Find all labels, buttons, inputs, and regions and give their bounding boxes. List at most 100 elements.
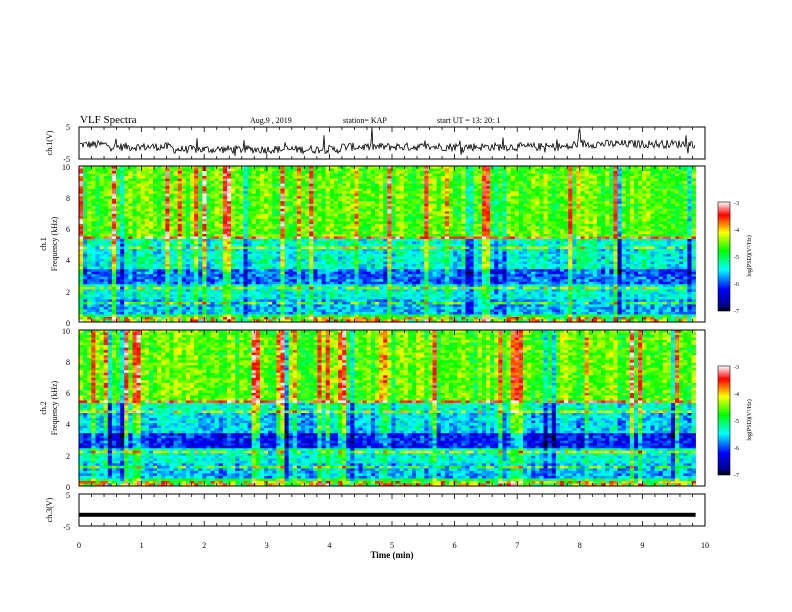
spectrogram-cell: [518, 196, 524, 200]
date-label: Aug.9 , 2019: [250, 116, 292, 125]
spectrogram-cell: [444, 186, 450, 189]
spectrogram-cell: [342, 211, 347, 215]
spectrogram-cell: [284, 206, 289, 210]
spectrogram-cell: [596, 203, 602, 207]
spectrogram-cell: [235, 211, 240, 215]
spectrogram-cell: [124, 238, 129, 242]
spectrogram-cell: [444, 238, 450, 242]
spectrogram-cell: [506, 166, 511, 169]
spectrogram-cell: [284, 213, 289, 217]
spectrogram-cell: [551, 211, 557, 215]
spectrogram-cell: [214, 181, 220, 184]
spectrogram-cell: [111, 191, 117, 194]
spectrogram-cell: [469, 213, 474, 217]
spectrogram-cell: [407, 241, 413, 245]
spectrogram-cell: [144, 203, 150, 207]
spectrogram-cell: [592, 186, 598, 189]
spectrogram-cell: [453, 231, 458, 235]
spectrogram-cell: [683, 228, 688, 232]
spectrogram-cell: [613, 183, 618, 187]
spectrogram-cell: [140, 221, 146, 225]
spectrogram-cell: [255, 221, 261, 225]
spectrogram-cell: [625, 191, 631, 194]
spectrogram-cell: [629, 221, 635, 225]
spectrogram-cell: [416, 168, 421, 172]
spectrogram-cell: [120, 183, 125, 187]
spectrogram-cell: [280, 246, 285, 250]
spectrogram-cell: [502, 196, 507, 200]
spectrogram-cell: [481, 228, 487, 232]
spectrogram-cell: [136, 216, 141, 220]
spectrogram-cell: [654, 236, 659, 240]
spectrogram-cell: [485, 178, 491, 182]
spectrogram-cell: [469, 218, 474, 222]
spectrogram-cell: [477, 168, 483, 172]
spectrogram-cell: [498, 221, 503, 225]
spectrogram-cell: [235, 188, 240, 192]
spectrogram-cell: [592, 188, 598, 192]
spectrogram-cell: [140, 166, 146, 169]
spectrogram-cell: [477, 236, 483, 240]
spectrogram-cell: [296, 188, 302, 192]
spectrogram-cell: [654, 213, 659, 217]
spectrogram-cell: [210, 178, 215, 182]
spectrogram-cell: [522, 203, 528, 207]
spectrogram-cell: [506, 206, 511, 210]
spectrogram-cell: [518, 233, 524, 237]
spectrogram-cell: [107, 246, 113, 250]
spectrogram-cell: [374, 193, 380, 197]
spectrogram-cell: [555, 221, 561, 225]
spectrogram-cell: [379, 196, 384, 200]
spectrogram-cell: [580, 221, 585, 225]
spectrogram-cell: [268, 201, 273, 205]
spectrogram-cell: [432, 201, 437, 205]
spectrogram-cell: [428, 183, 433, 187]
spectrogram-cell: [679, 228, 684, 232]
spectrogram-cell: [477, 201, 483, 205]
spectrogram-cell: [148, 171, 154, 174]
spectrogram-cell: [342, 218, 347, 222]
spectrogram-cell: [494, 168, 499, 172]
spectrogram-cell: [99, 228, 104, 232]
spectrogram-cell: [268, 206, 273, 210]
spectrogram-cell: [675, 168, 680, 172]
spectrogram-cell: [321, 213, 326, 217]
spectrogram-cell: [576, 196, 581, 200]
spectrogram-cell: [202, 183, 207, 187]
spectrogram-cell: [140, 198, 146, 202]
spectrogram-cell: [251, 223, 257, 227]
spectrogram-cell: [313, 173, 318, 177]
spectrogram-cell: [350, 198, 355, 202]
spectrogram-cell: [379, 223, 384, 227]
spectrogram-cell: [120, 171, 125, 174]
spectrogram-cell: [337, 218, 343, 222]
spectrogram-cell: [584, 206, 590, 210]
spectrogram-cell: [152, 173, 158, 177]
spectrogram-cell: [399, 218, 405, 222]
spectrogram-cell: [136, 211, 141, 215]
spectrogram-cell: [383, 203, 388, 207]
spectrogram-cell: [424, 208, 429, 212]
spectrogram-cell: [514, 206, 520, 210]
spectrogram-cell: [169, 198, 174, 202]
spectrogram-cell: [432, 186, 437, 189]
spectrogram-cell: [481, 166, 487, 169]
spectrogram-cell: [321, 244, 326, 247]
spectrogram-cell: [243, 201, 248, 205]
spectrogram-cell: [235, 178, 240, 182]
spectrogram-cell: [366, 186, 372, 189]
spectrogram-cell: [662, 236, 668, 240]
spectrogram-cell: [161, 168, 166, 172]
spectrogram-cell: [633, 198, 639, 202]
spectrogram-cell: [255, 211, 261, 215]
spectrogram-cell: [140, 244, 146, 247]
spectrogram-cell: [613, 173, 618, 177]
spectrogram-cell: [251, 181, 257, 184]
spectrogram-cell: [679, 226, 684, 230]
spectrogram-cell: [243, 226, 248, 230]
spectrogram-cell: [654, 171, 659, 174]
spectrogram-cell: [152, 198, 158, 202]
spectrogram-cell: [222, 181, 228, 184]
spectrogram-cell: [432, 236, 437, 240]
spectrogram-cell: [144, 173, 150, 177]
